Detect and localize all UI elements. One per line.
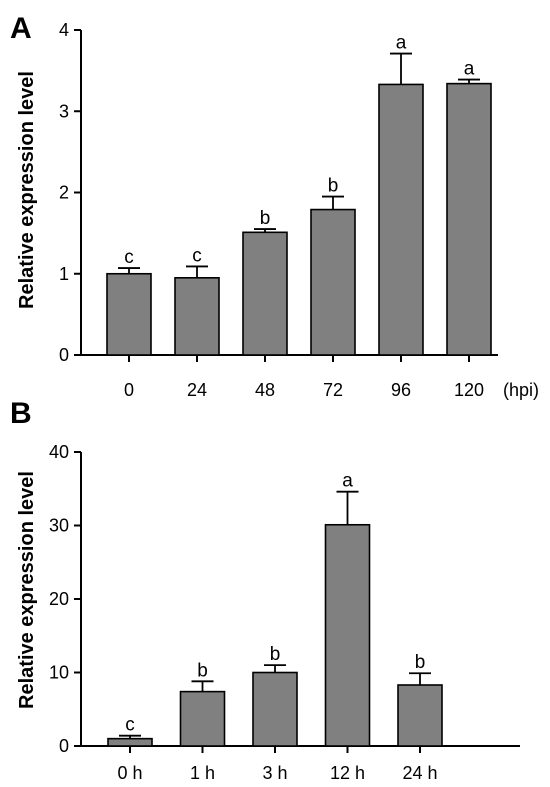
significance-label: a	[464, 59, 475, 80]
significance-label: b	[328, 176, 339, 197]
panel-a-plot: 0 1 2 3 4 c 0 c 24 b 48 b 72 a 96 a 120	[59, 20, 498, 400]
x-tick-label: 24	[187, 380, 207, 400]
y-tick-label: 40	[49, 442, 69, 462]
significance-label: c	[192, 245, 202, 266]
bar	[324, 523, 371, 747]
x-tick-label: 72	[323, 380, 343, 400]
bar	[446, 82, 492, 356]
panel-b-ylabel: Relative expression level	[16, 471, 38, 709]
panel-b-plot: 0 10 20 30 40 c 0 h b 1 h b 3 h a 12 h b 24 h	[49, 442, 520, 783]
x-tick-label: 96	[391, 380, 411, 400]
panel-a-letter: A	[10, 12, 32, 45]
panel-b-letter: B	[10, 397, 32, 430]
bar	[310, 208, 356, 356]
y-tick-label: 2	[59, 183, 69, 203]
x-tick-label: 1 h	[190, 763, 215, 783]
x-tick-label: 0	[124, 380, 134, 400]
x-tick-label: 24 h	[402, 763, 437, 783]
bar	[107, 737, 153, 747]
y-tick-label: 3	[59, 101, 69, 121]
y-tick-label: 0	[59, 736, 69, 756]
x-tick-label: 12 h	[330, 763, 365, 783]
x-tick-label: 120	[454, 380, 484, 400]
bar	[378, 83, 424, 356]
significance-label: b	[270, 644, 281, 665]
bar	[242, 231, 288, 356]
significance-label: c	[124, 247, 134, 268]
bar	[106, 272, 152, 356]
y-tick-label: 20	[49, 589, 69, 609]
x-tick-label: 3 h	[262, 763, 287, 783]
significance-label: a	[342, 471, 353, 492]
y-tick-label: 10	[49, 663, 69, 683]
y-tick-label: 30	[49, 516, 69, 536]
bar	[252, 671, 298, 747]
panel-a-xunit: (hpi)	[503, 380, 539, 400]
y-tick-label: 1	[59, 264, 69, 284]
significance-label: a	[396, 33, 407, 54]
x-tick-label: 48	[255, 380, 275, 400]
panel-a-ylabel: Relative expression level	[16, 71, 38, 309]
significance-label: b	[260, 208, 271, 229]
significance-label: b	[415, 652, 426, 673]
x-tick-label: 0 h	[117, 763, 142, 783]
bar	[179, 690, 226, 747]
y-tick-label: 0	[59, 345, 69, 365]
bar	[174, 277, 220, 356]
significance-label: b	[197, 660, 208, 681]
significance-label: c	[125, 715, 135, 736]
bar	[397, 684, 443, 747]
y-tick-label: 4	[59, 20, 69, 40]
